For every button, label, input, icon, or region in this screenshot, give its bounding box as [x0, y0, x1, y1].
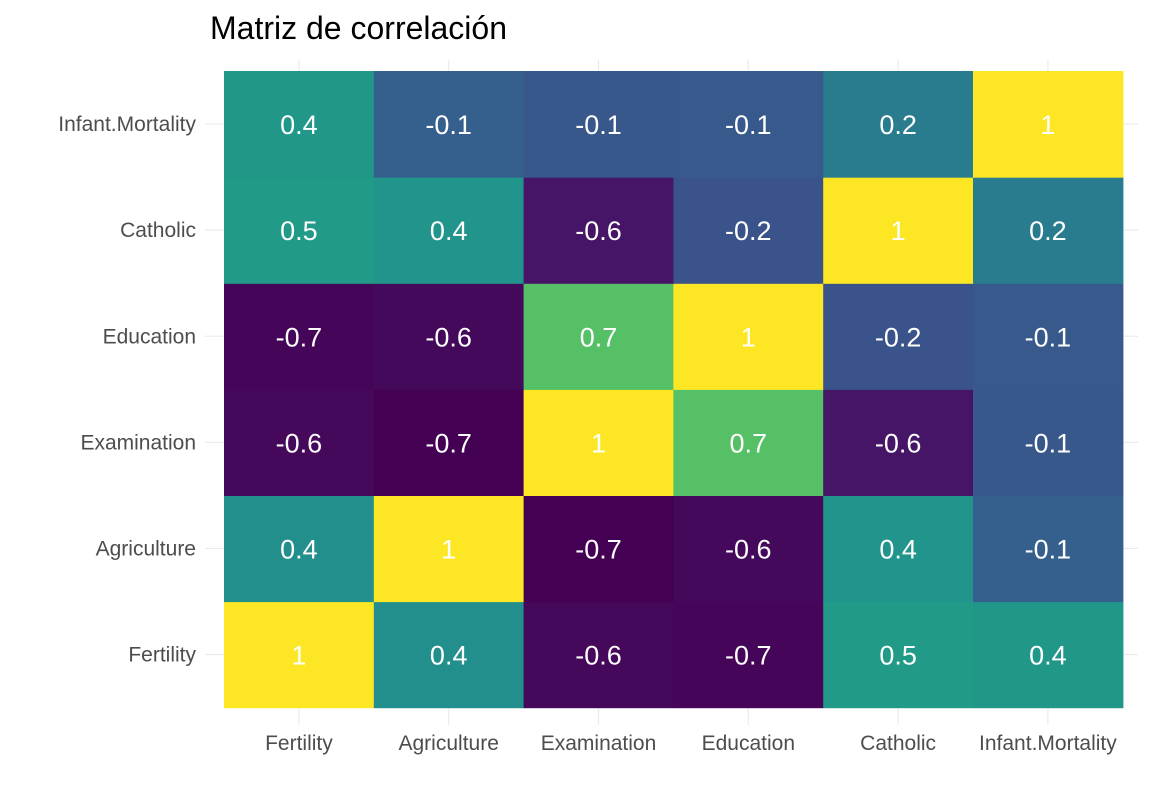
- heatmap-cell: [224, 71, 375, 178]
- heatmap-cell: [973, 177, 1124, 284]
- heatmap-cell: [673, 283, 824, 390]
- heatmap-cell: [673, 389, 824, 496]
- heatmap-cell: [973, 495, 1124, 603]
- heatmap-cell: [224, 177, 375, 284]
- cell-value-label: -0.1: [725, 110, 772, 140]
- heatmap-cell: [523, 71, 674, 178]
- cell-value-label: -0.1: [1025, 322, 1072, 352]
- cell-value-label: -0.2: [875, 322, 922, 352]
- heatmap-cell: [673, 495, 824, 603]
- cell-value-label: -0.6: [875, 428, 922, 458]
- cell-value-label: 0.4: [280, 534, 318, 564]
- x-tick-label: Catholic: [860, 732, 936, 755]
- cell-value-label: 0.5: [280, 216, 318, 246]
- cell-value-label: -0.7: [425, 428, 472, 458]
- heatmap-cell: [373, 495, 525, 603]
- x-tick-label: Fertility: [265, 732, 333, 755]
- cell-value-label: 0.7: [580, 322, 618, 352]
- heatmap-cell: [973, 389, 1124, 496]
- cell-value-label: 1: [1040, 110, 1055, 140]
- heatmap-cell: [224, 601, 375, 709]
- heatmap-cell: [673, 177, 824, 284]
- heatmap-cell: [373, 283, 525, 390]
- cell-value-label: 0.4: [280, 110, 318, 140]
- heatmap-cell: [224, 283, 375, 390]
- cell-value-label: -0.6: [575, 641, 622, 671]
- cell-value-label: -0.2: [725, 216, 772, 246]
- heatmap-cell: [224, 495, 375, 603]
- cell-value-label: -0.7: [725, 641, 772, 671]
- heatmap-cell: [523, 389, 674, 496]
- cell-value-label: 1: [741, 322, 756, 352]
- cell-value-label: 0.7: [730, 428, 768, 458]
- y-tick-label: Agriculture: [96, 537, 196, 560]
- cell-value-label: -0.1: [1025, 534, 1072, 564]
- cell-value-label: 0.4: [430, 216, 468, 246]
- heatmap-cell: [523, 601, 674, 709]
- heatmap-cell: [523, 495, 674, 603]
- heatmap-cell: [523, 283, 674, 390]
- heatmap-cell: [973, 71, 1124, 178]
- heatmap-cell: [373, 71, 525, 178]
- cell-value-label: -0.6: [725, 534, 772, 564]
- heatmap-cell: [224, 389, 375, 496]
- heatmap-cell: [823, 389, 974, 496]
- heatmap-cell: [523, 177, 674, 284]
- cell-value-label: 0.2: [879, 110, 917, 140]
- cell-value-label: -0.7: [575, 534, 622, 564]
- cell-value-label: -0.6: [276, 428, 323, 458]
- cell-value-label: 1: [591, 428, 606, 458]
- y-tick-label: Fertility: [128, 644, 196, 667]
- cell-value-label: 0.5: [879, 641, 917, 671]
- cell-value-label: -0.6: [575, 216, 622, 246]
- cell-value-label: -0.1: [425, 110, 472, 140]
- heatmap-cell: [823, 601, 974, 709]
- heatmap-cell: [823, 177, 974, 284]
- cell-value-label: 1: [441, 534, 456, 564]
- cell-value-label: -0.1: [1025, 428, 1072, 458]
- heatmap-cell: [373, 601, 525, 709]
- cell-value-label: 0.4: [879, 534, 917, 564]
- y-tick-label: Catholic: [120, 219, 196, 242]
- heatmap-cell: [373, 177, 525, 284]
- heatmap-cell: [823, 495, 974, 603]
- x-tick-label: Education: [702, 732, 795, 755]
- cell-value-label: -0.6: [425, 322, 472, 352]
- heatmap-cell: [823, 283, 974, 390]
- y-tick-label: Examination: [80, 431, 196, 454]
- cell-value-label: 1: [291, 641, 306, 671]
- cell-value-label: 0.4: [430, 641, 468, 671]
- heatmap-cell: [973, 601, 1124, 709]
- x-tick-label: Agriculture: [399, 732, 499, 755]
- heatmap-cell: [973, 283, 1124, 390]
- heatmap-cell: [823, 71, 974, 178]
- cell-value-label: 0.4: [1029, 641, 1067, 671]
- x-tick-label: Infant.Mortality: [979, 732, 1117, 755]
- x-tick-label: Examination: [541, 732, 657, 755]
- heatmap-cell: [673, 71, 824, 178]
- heatmap-cell: [673, 601, 824, 709]
- cell-value-label: -0.7: [276, 322, 323, 352]
- cell-value-label: 1: [891, 216, 906, 246]
- cell-value-label: 0.2: [1029, 216, 1067, 246]
- heatmap-cell: [373, 389, 525, 496]
- y-tick-label: Infant.Mortality: [58, 113, 196, 136]
- cell-value-label: -0.1: [575, 110, 622, 140]
- y-tick-label: Education: [103, 325, 196, 348]
- chart-title: Matriz de correlación: [210, 10, 507, 46]
